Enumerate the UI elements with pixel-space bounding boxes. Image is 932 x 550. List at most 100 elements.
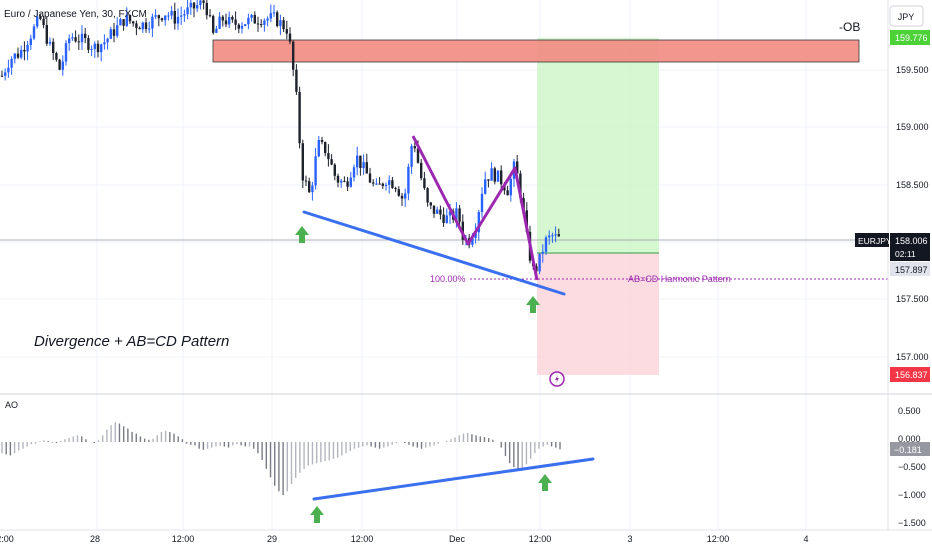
sl-price-value: 156.837	[895, 370, 928, 380]
candle-body	[288, 33, 292, 42]
candle-body	[32, 26, 36, 39]
candle-body	[61, 61, 64, 70]
order-block-zone[interactable]	[212, 39, 860, 63]
candle-body	[480, 193, 484, 213]
candle-body	[439, 209, 442, 215]
candle-body	[426, 188, 429, 203]
candle-body	[173, 10, 176, 24]
time-label: 12:00	[529, 534, 552, 544]
entry-price-badge	[890, 262, 930, 276]
candle-body	[474, 232, 477, 238]
candle-body	[29, 38, 32, 45]
candle-body	[500, 170, 503, 185]
candle-body	[42, 18, 45, 26]
ao-tick: −0.500	[898, 462, 926, 472]
candle-body	[490, 168, 493, 181]
candle-body	[336, 175, 340, 183]
candle-body	[317, 139, 320, 157]
candle-body	[7, 67, 10, 73]
candle-body	[186, 7, 189, 15]
candle-body	[407, 166, 410, 194]
candle-body	[240, 25, 244, 29]
candle-body	[372, 182, 375, 184]
candle-body	[96, 43, 100, 53]
abcd-pattern-line[interactable]	[411, 135, 539, 281]
up-arrow-icon	[538, 474, 552, 491]
candle-body	[100, 44, 103, 53]
up-arrow-icon	[295, 226, 309, 243]
currency-button[interactable]	[889, 5, 924, 27]
candle-body	[77, 41, 80, 43]
stop-loss-zone[interactable]	[537, 253, 659, 375]
candle-body	[164, 15, 167, 21]
ao-divergence-line[interactable]	[312, 457, 595, 501]
candle-body	[368, 173, 372, 183]
time-label: 29	[267, 534, 277, 544]
tp-price-badge	[890, 30, 930, 45]
symbol-tag	[855, 233, 889, 247]
candle-body	[324, 141, 327, 154]
candle-body	[423, 178, 426, 189]
candle-body	[448, 211, 452, 216]
symbol-title[interactable]: Euro / Japanese Yen, 30, FXCM	[4, 9, 147, 20]
candle-countdown: 02:11	[895, 249, 916, 259]
last-price-value: 158.006	[895, 236, 928, 246]
time-label: 12:00	[351, 534, 374, 544]
candle-body	[20, 49, 23, 58]
candle-body	[93, 43, 96, 50]
candle-body	[170, 10, 173, 16]
candle-body	[84, 33, 87, 39]
currency-button-label: JPY	[898, 12, 915, 22]
price-candles	[0, 0, 560, 280]
ao-tick: 0.500	[898, 406, 921, 416]
candle-body	[231, 16, 234, 20]
candle-body	[116, 25, 119, 36]
candle-body	[509, 178, 512, 196]
time-axis[interactable]	[0, 530, 888, 550]
candle-body	[554, 234, 557, 236]
price-tick: 158.500	[896, 180, 929, 190]
candle-body	[119, 19, 122, 26]
time-label: 12:00	[172, 534, 195, 544]
ao-indicator-name[interactable]: AO	[5, 400, 18, 410]
profit-target-zone[interactable]	[537, 38, 659, 253]
candle-body	[557, 234, 560, 237]
price-tick: 157.000	[896, 352, 929, 362]
candle-body	[87, 38, 90, 50]
candle-body	[36, 16, 39, 27]
candle-body	[208, 15, 212, 17]
time-label: 3	[627, 534, 632, 544]
candle-body	[106, 38, 109, 43]
price-divergence-line[interactable]	[302, 210, 566, 296]
candle-body	[68, 38, 71, 44]
candle-body	[384, 184, 388, 186]
candle-body	[135, 23, 138, 28]
candle-body	[189, 2, 192, 8]
time-label: Dec	[449, 534, 466, 544]
candle-body	[285, 29, 288, 34]
candle-body	[381, 183, 384, 186]
candle-body	[298, 91, 301, 144]
candle-body	[519, 173, 522, 199]
candle-body	[157, 15, 160, 19]
symbol-tag-label: EURJPY	[858, 236, 892, 246]
candle-body	[90, 49, 93, 51]
candle-body	[74, 37, 77, 42]
time-label: 28	[90, 534, 100, 544]
candle-body	[128, 14, 132, 22]
candle-body	[455, 208, 458, 220]
up-arrow-icon	[310, 506, 324, 523]
candle-body	[80, 33, 84, 43]
candle-body	[247, 17, 250, 25]
candle-body	[458, 208, 461, 222]
candle-body	[192, 2, 196, 9]
candle-body	[496, 170, 500, 182]
candle-body	[263, 20, 266, 25]
candle-body	[4, 72, 7, 76]
tp-price-value: 159.776	[895, 33, 928, 43]
candle-body	[58, 59, 61, 70]
candle-body	[333, 164, 336, 176]
lightning-icon[interactable]	[549, 371, 565, 387]
candle-body	[404, 193, 407, 199]
